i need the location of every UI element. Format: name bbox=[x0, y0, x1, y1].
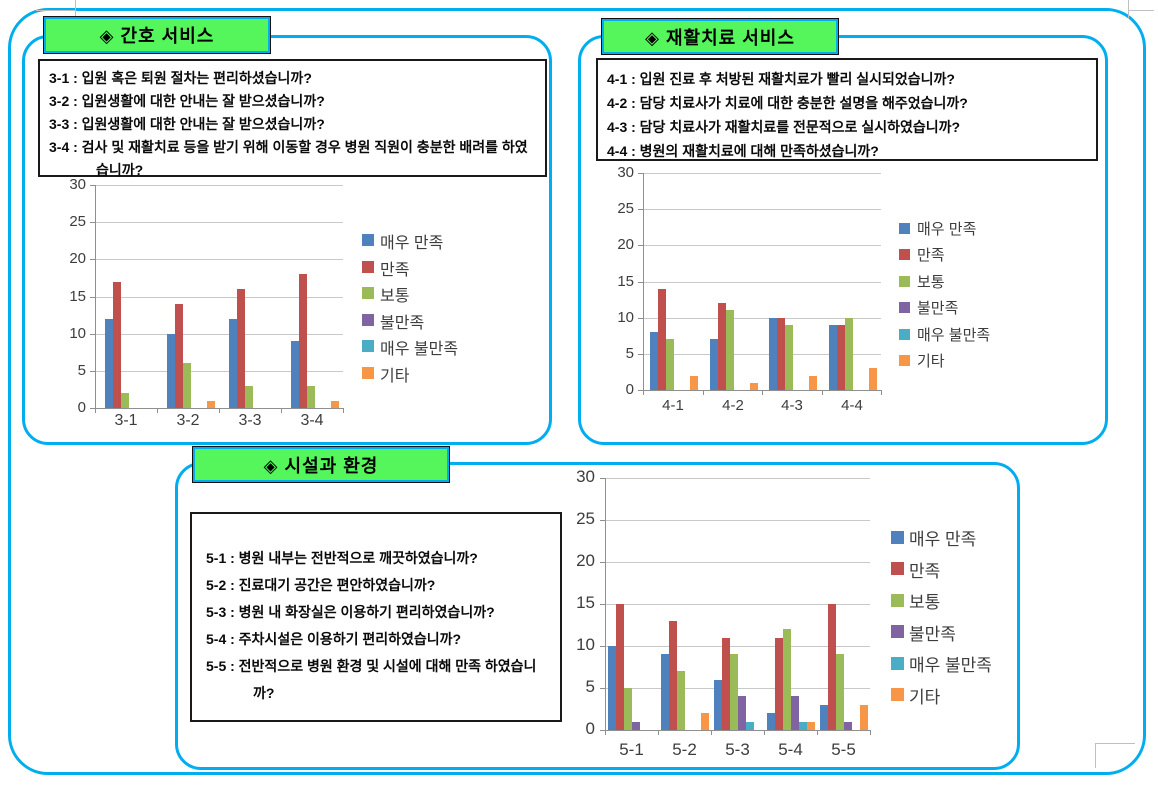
question-text: 5-1 : 병원 내부는 전반적으로 깨끗하였습니까? bbox=[206, 550, 478, 566]
panel-facility-environment bbox=[175, 462, 1020, 770]
question-text: 4-2 : 담당 치료사가 치료에 대한 충분한 설명을 해주었습니까? bbox=[607, 95, 968, 111]
question-text: 4-4 : 병원의 재활치료에 대해 만족하셨습니까? bbox=[607, 143, 879, 159]
question-box-facility: 5-1 : 병원 내부는 전반적으로 깨끗하였습니까? 5-2 : 진료대기 공간… bbox=[190, 512, 562, 722]
crop-mark bbox=[1128, 0, 1129, 19]
question-text: 3-2 : 입원생활에 대한 안내는 잘 받으셨습니까? bbox=[49, 93, 325, 109]
question-text: 4-3 : 담당 치료사가 재활치료를 전문적으로 실시하였습니까? bbox=[607, 119, 961, 135]
panel-title-nursing: ◈ 간호 서비스 bbox=[43, 16, 271, 54]
question-text: 5-5 : 전반적으로 병원 환경 및 시설에 대해 만족 하였습니까? bbox=[206, 658, 537, 701]
question-text: 3-1 : 입원 혹은 퇴원 절차는 편리하셨습니까? bbox=[49, 70, 312, 86]
question-text: 5-3 : 병원 내 화장실은 이용하기 편리하였습니까? bbox=[206, 604, 495, 620]
crop-mark bbox=[1128, 10, 1154, 11]
crop-mark bbox=[1095, 743, 1096, 768]
panel-title-rehab: ◈ 재활치료 서비스 bbox=[601, 18, 839, 55]
page-border bbox=[8, 8, 1146, 775]
panel-title-text: ◈ 재활치료 서비스 bbox=[645, 27, 795, 48]
panel-title-text: ◈ 시설과 환경 bbox=[263, 455, 379, 476]
panel-rehab-service bbox=[578, 35, 1108, 445]
question-text: 4-1 : 입원 진료 후 처방된 재활치료가 빨리 실시되었습니까? bbox=[607, 71, 955, 87]
crop-mark bbox=[1095, 743, 1135, 744]
panel-title-text: ◈ 간호 서비스 bbox=[99, 26, 215, 46]
question-text: 3-3 : 입원생활에 대한 안내는 잘 받으셨습니까? bbox=[49, 116, 325, 132]
question-box-nursing: 3-1 : 입원 혹은 퇴원 절차는 편리하셨습니까? 3-2 : 입원생활에 대… bbox=[38, 59, 547, 178]
question-text: 3-4 : 검사 및 재활치료 등을 받기 위해 이동할 경우 병원 직원이 충… bbox=[49, 139, 528, 178]
panel-title-facility: ◈ 시설과 환경 bbox=[192, 446, 450, 483]
question-text: 5-4 : 주차시설은 이용하기 편리하였습니까? bbox=[206, 631, 462, 647]
question-text: 5-2 : 진료대기 공간은 편안하였습니까? bbox=[206, 577, 436, 593]
crop-mark bbox=[36, 10, 76, 11]
question-box-rehab: 4-1 : 입원 진료 후 처방된 재활치료가 빨리 실시되었습니까? 4-2 :… bbox=[596, 58, 1098, 161]
panel-nursing-service bbox=[22, 35, 552, 445]
crop-mark bbox=[75, 0, 76, 19]
